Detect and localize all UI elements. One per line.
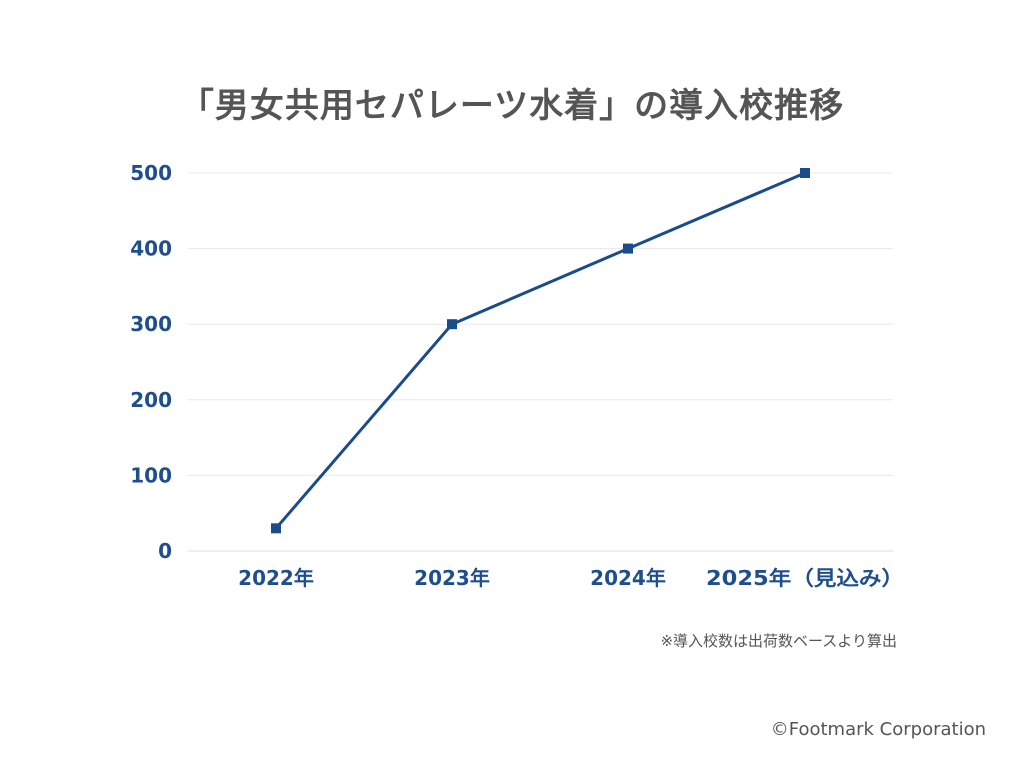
x-tick-label: 2025年（見込み） xyxy=(706,566,904,590)
y-tick-label: 100 xyxy=(130,463,172,487)
series-line xyxy=(274,171,806,530)
chart-title: 「男女共用セパレーツ水着」の導入校推移 xyxy=(179,86,845,126)
x-tick-label: 2023年 xyxy=(414,566,490,590)
y-tick-label: 200 xyxy=(130,388,172,412)
grid-lines xyxy=(188,172,893,552)
footnote: ※導入校数は出荷数ベースより算出 xyxy=(660,632,897,650)
x-tick-label: 2024年 xyxy=(590,566,666,590)
x-axis-ticks: 2022年 2023年 2024年 2025年（見込み） xyxy=(238,566,904,590)
y-tick-label: 300 xyxy=(130,312,172,336)
x-tick-label: 2022年 xyxy=(238,566,314,590)
series-markers xyxy=(271,168,810,534)
data-point-marker xyxy=(800,168,810,178)
y-axis-ticks: 0 100 200 300 400 500 xyxy=(130,161,172,563)
data-point-marker xyxy=(271,523,281,534)
y-tick-label: 400 xyxy=(130,237,172,261)
data-point-marker xyxy=(447,319,457,330)
copyright: ©Footmark Corporation xyxy=(770,719,986,740)
data-point-marker xyxy=(623,243,633,254)
y-tick-label: 0 xyxy=(158,539,172,563)
series-polyline xyxy=(274,171,806,530)
y-tick-label: 500 xyxy=(130,161,172,185)
